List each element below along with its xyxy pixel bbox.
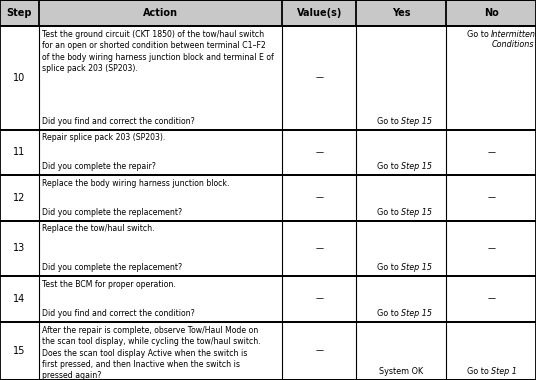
Text: Intermittent
Conditions: Intermittent Conditions (491, 30, 536, 49)
Text: —: — (316, 244, 323, 253)
Text: Value(s): Value(s) (297, 8, 342, 18)
Text: —: — (487, 148, 495, 157)
Text: Go to: Go to (467, 367, 491, 376)
Text: Step 15: Step 15 (401, 162, 433, 171)
Text: Step 15: Step 15 (401, 117, 433, 126)
Text: Repair splice pack 203 (SP203).: Repair splice pack 203 (SP203). (42, 133, 165, 142)
Text: Did you complete the replacement?: Did you complete the replacement? (42, 208, 182, 217)
Text: No: No (484, 8, 498, 18)
Text: Action: Action (143, 8, 178, 18)
Bar (0, 276, 536, 322)
Text: —: — (487, 244, 495, 253)
Text: 14: 14 (13, 294, 25, 304)
Text: Did you find and correct the condition?: Did you find and correct the condition? (42, 117, 195, 126)
Text: Step 15: Step 15 (401, 263, 433, 272)
Text: Go to: Go to (377, 263, 401, 272)
Text: 10: 10 (13, 73, 25, 83)
Text: Step 15: Step 15 (401, 208, 433, 217)
Text: Yes: Yes (392, 8, 411, 18)
Bar (0, 322, 536, 380)
Text: Did you complete the repair?: Did you complete the repair? (42, 162, 155, 171)
Text: Go to: Go to (467, 30, 491, 39)
Text: Step 1: Step 1 (491, 367, 517, 376)
Text: Test the BCM for proper operation.: Test the BCM for proper operation. (42, 280, 176, 289)
Text: Go to: Go to (377, 309, 401, 318)
Text: Did you complete the replacement?: Did you complete the replacement? (42, 263, 182, 272)
Text: —: — (487, 193, 495, 203)
Text: Go to: Go to (377, 208, 401, 217)
Text: Step: Step (6, 8, 32, 18)
Text: —: — (316, 193, 323, 203)
Text: System OK: System OK (379, 367, 423, 376)
Bar (0, 26, 536, 130)
Bar (0, 0, 536, 26)
Text: Did you find and correct the condition?: Did you find and correct the condition? (42, 309, 195, 318)
Text: —: — (316, 294, 323, 304)
Bar (0, 221, 536, 276)
Text: Replace the body wiring harness junction block.: Replace the body wiring harness junction… (42, 179, 229, 188)
Text: —: — (316, 347, 323, 355)
Text: 11: 11 (13, 147, 25, 157)
Text: 12: 12 (13, 193, 26, 203)
Text: —: — (316, 148, 323, 157)
Bar (0, 175, 536, 221)
Text: —: — (316, 73, 323, 82)
Text: —: — (487, 294, 495, 304)
Text: Go to: Go to (377, 162, 401, 171)
Text: 15: 15 (13, 346, 26, 356)
Text: After the repair is complete, observe Tow/Haul Mode on
the scan tool display, wh: After the repair is complete, observe To… (42, 326, 260, 380)
Text: Go to: Go to (377, 117, 401, 126)
Text: Test the ground circuit (CKT 1850) of the tow/haul switch
for an open or shorted: Test the ground circuit (CKT 1850) of th… (42, 30, 273, 73)
Text: Step 15: Step 15 (401, 309, 433, 318)
Text: 13: 13 (13, 244, 25, 253)
Text: Replace the tow/haul switch.: Replace the tow/haul switch. (42, 225, 154, 233)
Bar (0, 130, 536, 175)
